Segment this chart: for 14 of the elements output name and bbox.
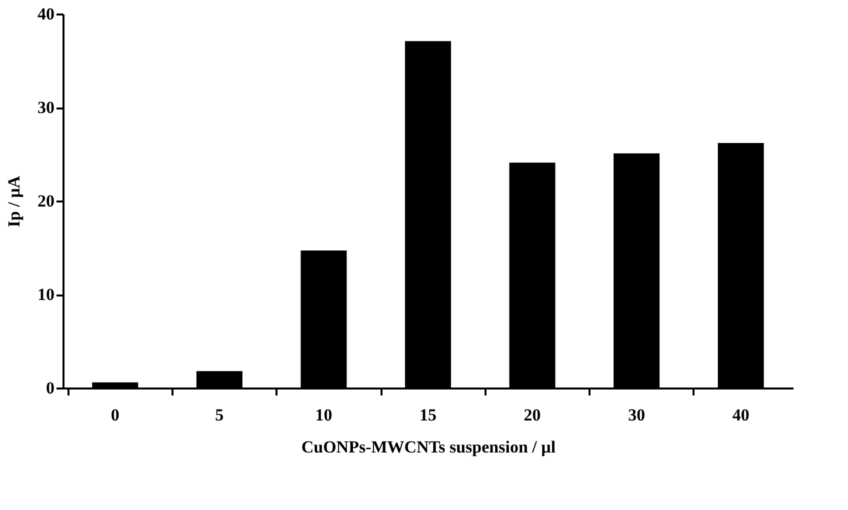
x-tick-label: 20	[524, 406, 541, 424]
x-tick-label: 30	[628, 406, 646, 424]
y-tick-label: 0	[46, 378, 54, 398]
y-tick-label: 20	[38, 192, 54, 210]
x-tick-label: 0	[110, 406, 120, 424]
x-tick-label: 15	[420, 406, 436, 424]
y-tick-label: 40	[38, 4, 54, 24]
y-tick-label: 30	[38, 98, 54, 117]
y-axis-title: Ip / µA	[4, 175, 24, 228]
x-axis-title: CuONPs-MWCNTs suspension / µl	[301, 438, 556, 456]
x-tick-label: 5	[215, 406, 224, 424]
x-tick-label: 40	[732, 406, 750, 424]
y-tick-label: 10	[38, 285, 54, 304]
x-tick-label: 10	[315, 406, 332, 424]
